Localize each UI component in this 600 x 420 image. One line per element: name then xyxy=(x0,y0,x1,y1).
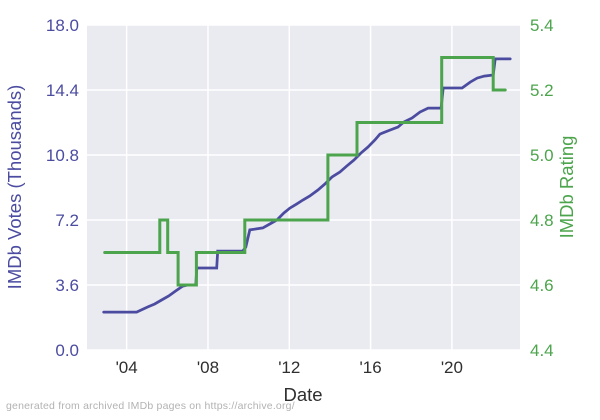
right-y-tick-label: 5.4 xyxy=(530,16,554,35)
x-tick-label: '12 xyxy=(278,358,300,377)
source-caption: generated from archived IMDb pages on ht… xyxy=(6,400,295,412)
x-axis-title: Date xyxy=(283,384,322,405)
x-tick-label: '04 xyxy=(116,358,138,377)
left-y-tick-label: 3.6 xyxy=(55,276,79,295)
left-y-axis-title: IMDb Votes (Thousands) xyxy=(4,85,25,290)
right-y-tick-label: 4.8 xyxy=(530,211,554,230)
x-tick-label: '08 xyxy=(197,358,219,377)
plot-background xyxy=(87,25,520,350)
right-y-tick-label: 4.6 xyxy=(530,276,554,295)
series-lines xyxy=(102,56,512,314)
x-tick-label: '20 xyxy=(441,358,463,377)
x-tick-label: '16 xyxy=(360,358,382,377)
left-y-tick-label: 0.0 xyxy=(55,341,79,360)
left-y-tick-label: 7.2 xyxy=(55,211,79,230)
left-y-tick-label: 14.4 xyxy=(46,81,79,100)
left-y-tick-label: 10.8 xyxy=(46,146,79,165)
tick-labels: 0.0 3.6 7.2 10.8 14.4 18.0 4.4 4.6 4.8 5.0 5.2 5.4 '… xyxy=(46,16,554,377)
right-y-tick-label: 5.0 xyxy=(530,146,554,165)
right-y-tick-label: 4.4 xyxy=(530,341,554,360)
right-y-axis-title: IMDb Rating xyxy=(556,136,577,239)
left-y-tick-label: 18.0 xyxy=(46,16,79,35)
right-y-tick-label: 5.2 xyxy=(530,81,554,100)
imdb-rating-line xyxy=(103,56,507,287)
